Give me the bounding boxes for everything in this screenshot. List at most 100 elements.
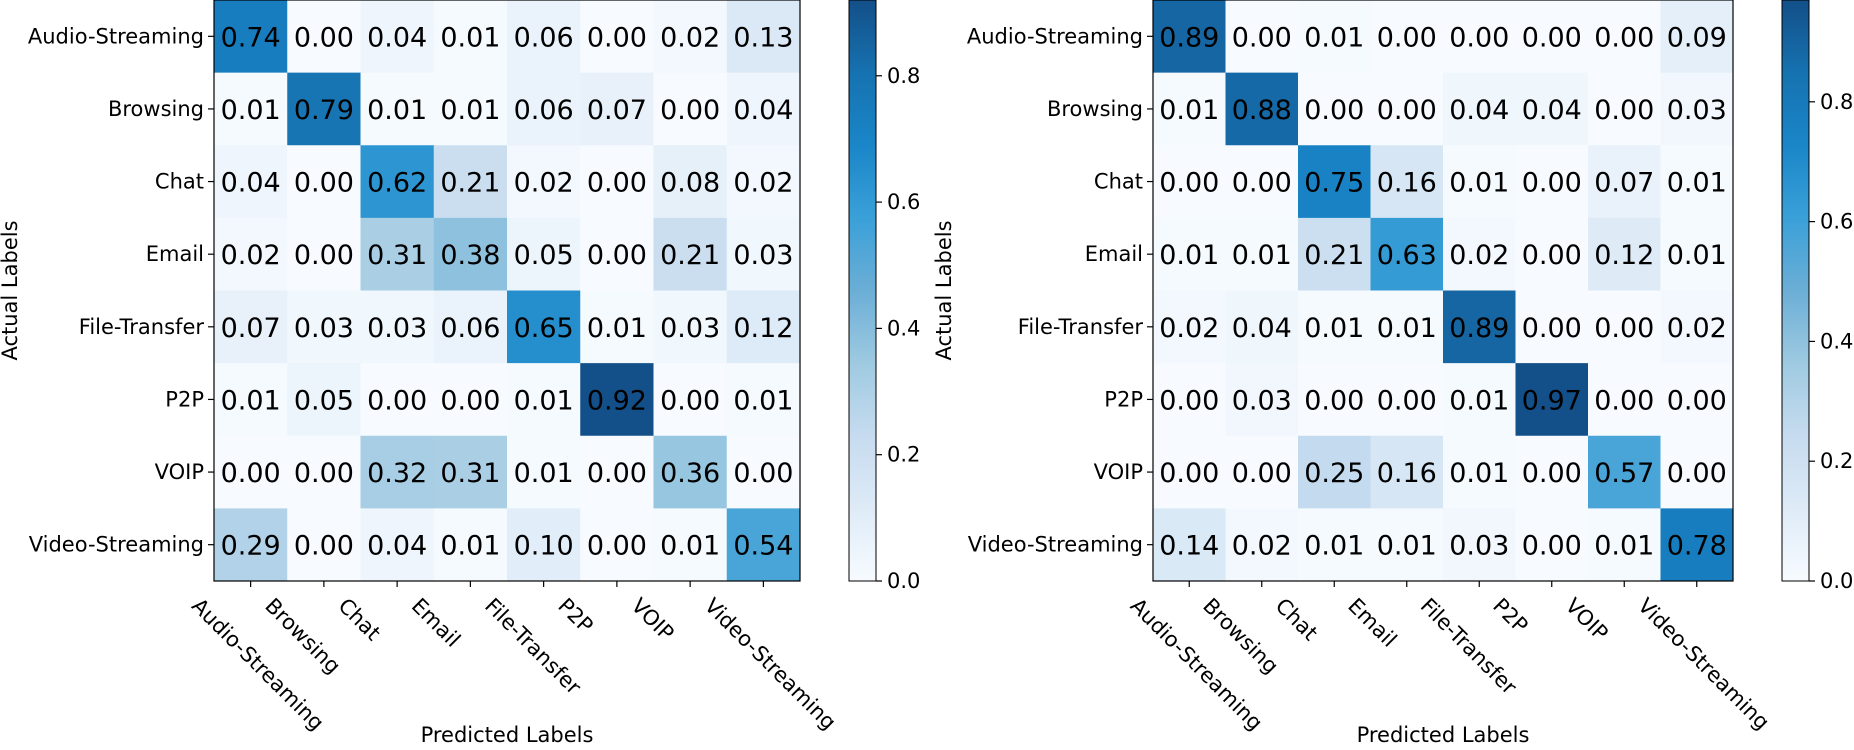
cell-value-label: 0.00 [1232,458,1292,489]
heatmap-cell [1443,217,1516,292]
cell-value-label: 0.01 [1377,313,1437,344]
heatmap-cell [1443,508,1516,582]
right-cells: 0.89 0.00 0.01 0.00 0.00 0.00 0.00 0.09 0.01 0.88… [1153,0,1734,582]
heatmap-cell [214,217,288,292]
y-tick-label: Video-Streaming [29,533,204,557]
heatmap-cell [1370,363,1444,437]
cell-value-label: 0.02 [1449,240,1509,271]
cell-value-label: 0.04 [1449,95,1509,126]
heatmap-cell [1443,0,1516,74]
colorbar-tick-label: 0.0 [1820,569,1853,593]
left-colorbar-ticks: 0.0 0.2 0.4 0.6 0.8 [876,64,920,593]
cell-value-label: 0.01 [440,95,500,126]
heatmap-cell [1660,145,1734,219]
x-tick-label: Chat [334,594,386,646]
heatmap-cell [287,508,361,582]
cell-value-label: 0.06 [514,95,574,126]
heatmap-cell [1298,435,1371,509]
cell-value-label: 0.00 [367,385,427,416]
heatmap-cell [360,217,435,292]
cell-value-label: 0.00 [440,385,500,416]
heatmap-cell [1370,508,1444,582]
heatmap-cell [433,363,508,437]
cell-value-label: 0.00 [1522,458,1582,489]
heatmap-cell [287,217,361,292]
cell-value-label: 0.00 [1159,385,1219,416]
right-y-axis-title: Actual Labels [932,220,956,360]
colorbar-tick-label: 0.4 [1820,329,1853,353]
heatmap-cell [1153,363,1226,437]
heatmap-cell [1298,72,1371,146]
cell-value-label: 0.03 [294,313,354,344]
cell-value-label: 0.00 [733,458,793,489]
heatmap-cell [360,72,435,146]
cell-value-label: 0.00 [1304,95,1364,126]
cell-value-label: 0.01 [660,531,720,562]
heatmap-cell [653,0,728,74]
heatmap-cell [1443,72,1516,146]
colorbar-tick-label: 0.4 [887,316,920,340]
heatmap-cell [653,508,728,582]
heatmap-cell [1370,72,1444,146]
heatmap-cell [1588,145,1661,219]
heatmap-cell [1443,435,1516,509]
cell-value-label: 0.13 [733,22,793,53]
heatmap-cell [653,145,728,219]
heatmap-cell [1225,72,1299,146]
colorbar-tick-label: 0.8 [887,64,920,88]
heatmap-cell [360,435,435,509]
cell-value-label: 0.04 [367,22,427,53]
heatmap-cell [360,290,435,364]
heatmap-cell [653,217,728,292]
cell-value-label: 0.02 [221,240,281,271]
heatmap-cell [1225,290,1299,364]
left-colorbar: 0.0 0.2 0.4 0.6 0.8 [848,0,920,593]
heatmap-cell [1153,217,1226,292]
heatmap-cell [580,0,654,74]
heatmap-cell [726,290,801,364]
heatmap-cell [507,217,581,292]
cell-value-label: 0.97 [1522,385,1582,416]
x-tick-label: Audio-Streaming [187,594,329,736]
x-tick-label: Video-Streaming [1633,594,1774,735]
cell-value-label: 0.00 [1522,313,1582,344]
y-tick-label: Browsing [1047,97,1143,121]
x-tick-label: Audio-Streaming [1126,594,1268,736]
cell-value-label: 0.04 [733,95,793,126]
cell-value-label: 0.21 [660,240,720,271]
heatmap-cell [433,0,508,74]
y-tick-label: Audio-Streaming [28,24,204,48]
cell-value-label: 0.02 [733,168,793,199]
cell-value-label: 0.05 [294,385,354,416]
heatmap-cell [1515,508,1589,582]
heatmap-cell [214,0,288,74]
heatmap-cell [580,290,654,364]
heatmap-cell [1443,290,1516,364]
cell-value-label: 0.54 [733,531,793,562]
heatmap-cell [1443,145,1516,219]
cell-value-label: 0.00 [1522,22,1582,53]
x-tick-label: P2P [1488,594,1532,638]
heatmap-cell [507,290,581,364]
x-tick-label: VOIP [1561,594,1613,646]
cell-value-label: 0.01 [221,95,281,126]
y-tick-label: Email [146,242,204,266]
cell-value-label: 0.78 [1667,531,1727,562]
right-plot-frame [1152,0,1734,582]
x-tick-label: VOIP [627,594,679,646]
cell-value-label: 0.00 [587,22,647,53]
heatmap-cell [726,145,801,219]
cell-value-label: 0.00 [1159,168,1219,199]
cell-value-label: 0.00 [1522,531,1582,562]
heatmap-cell [214,435,288,509]
heatmap-cell [1298,363,1371,437]
cell-value-label: 0.00 [1667,385,1727,416]
cell-value-label: 0.29 [221,531,281,562]
heatmap-cell [214,508,288,582]
cell-value-label: 0.01 [1449,385,1509,416]
cell-value-label: 0.02 [1159,313,1219,344]
cell-value-label: 0.75 [1304,168,1364,199]
cell-value-label: 0.01 [1232,240,1292,271]
heatmap-cell [1660,508,1734,582]
heatmap-cell [1515,0,1589,74]
